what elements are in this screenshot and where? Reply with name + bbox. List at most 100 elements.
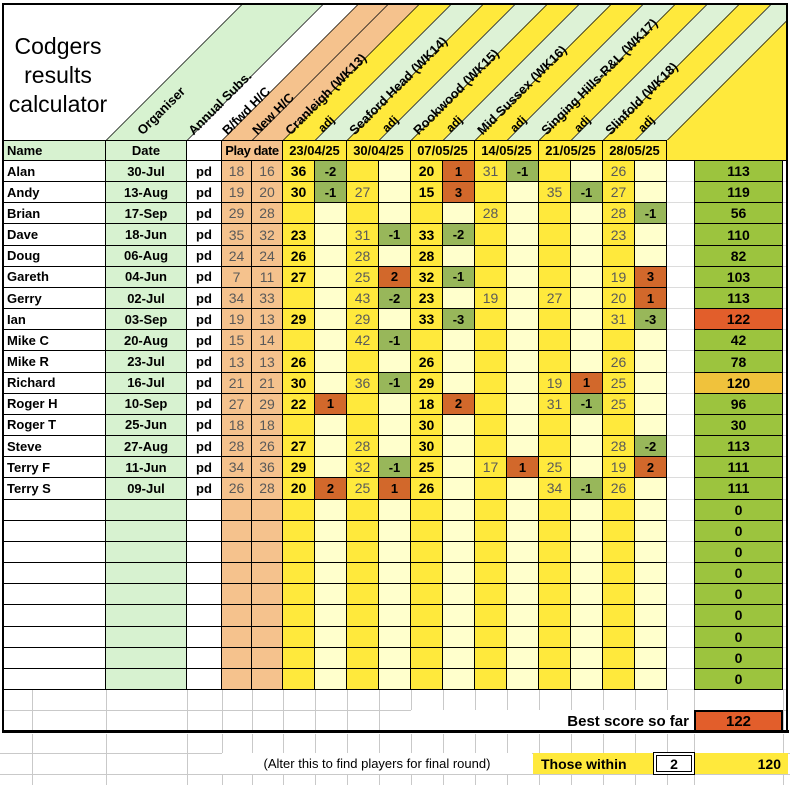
score-cell[interactable]	[347, 605, 379, 627]
bfwd-hc-cell[interactable]	[222, 563, 252, 585]
score-cell[interactable]	[283, 584, 315, 606]
adj-cell[interactable]	[635, 351, 667, 373]
score-cell[interactable]	[475, 478, 507, 500]
total-cell[interactable]: 0	[694, 499, 783, 521]
pd-cell[interactable]: pd	[187, 478, 222, 500]
adj-cell[interactable]	[507, 605, 539, 627]
score-cell[interactable]: 17	[475, 457, 507, 479]
score-cell[interactable]: 23	[283, 224, 315, 246]
score-cell[interactable]: 26	[283, 351, 315, 373]
total-cell[interactable]: 113	[694, 436, 783, 458]
gap-cell[interactable]	[667, 287, 694, 310]
score-cell[interactable]: 33	[411, 309, 443, 331]
adj-cell[interactable]	[507, 287, 539, 310]
score-cell[interactable]	[411, 520, 443, 542]
adj-cell[interactable]	[571, 414, 603, 437]
date-cell[interactable]: 16-Jul	[106, 372, 187, 394]
bfwd-hc-cell[interactable]: 26	[222, 478, 252, 500]
score-cell[interactable]: 29	[283, 309, 315, 331]
score-cell[interactable]: 28	[603, 436, 635, 458]
gap-cell[interactable]	[667, 457, 694, 479]
adj-cell[interactable]	[443, 372, 475, 394]
adj-cell[interactable]	[379, 584, 411, 606]
score-cell[interactable]: 25	[347, 478, 379, 500]
score-cell[interactable]	[411, 330, 443, 352]
adj-cell[interactable]	[315, 563, 347, 585]
score-cell[interactable]	[347, 393, 379, 415]
player-name-cell[interactable]: Steve	[2, 436, 106, 458]
date-cell[interactable]	[106, 647, 187, 669]
adj-cell[interactable]: 1	[507, 457, 539, 479]
gap-cell[interactable]	[667, 499, 694, 521]
score-cell[interactable]	[603, 563, 635, 585]
adj-cell[interactable]	[507, 351, 539, 373]
new-hc-cell[interactable]: 14	[252, 330, 283, 352]
pd-cell[interactable]: pd	[187, 372, 222, 394]
adj-cell[interactable]	[571, 457, 603, 479]
new-hc-cell[interactable]: 18	[252, 414, 283, 437]
total-cell[interactable]: 42	[694, 330, 783, 352]
date-cell[interactable]: 20-Aug	[106, 330, 187, 352]
score-cell[interactable]	[539, 245, 571, 267]
adj-cell[interactable]	[507, 224, 539, 246]
score-cell[interactable]: 19	[475, 287, 507, 310]
adj-cell[interactable]	[443, 287, 475, 310]
adj-cell[interactable]	[443, 668, 475, 690]
player-name-cell[interactable]: Gareth	[2, 266, 106, 288]
gap-cell[interactable]	[667, 647, 694, 669]
bfwd-hc-cell[interactable]	[222, 605, 252, 627]
adj-cell[interactable]	[443, 520, 475, 542]
adj-cell[interactable]	[379, 605, 411, 627]
adj-cell[interactable]	[571, 626, 603, 648]
pd-cell[interactable]: pd	[187, 457, 222, 479]
adj-cell[interactable]: 1	[379, 478, 411, 500]
score-cell[interactable]: 25	[347, 266, 379, 288]
player-name-cell[interactable]: Mike C	[2, 330, 106, 352]
score-cell[interactable]: 22	[283, 393, 315, 415]
adj-cell[interactable]	[507, 541, 539, 564]
date-cell[interactable]	[106, 541, 187, 564]
adj-cell[interactable]: -2	[379, 287, 411, 310]
score-cell[interactable]	[411, 203, 443, 225]
score-cell[interactable]	[603, 414, 635, 437]
player-name-cell[interactable]	[2, 541, 106, 564]
gap-cell[interactable]	[667, 351, 694, 373]
total-cell[interactable]: 78	[694, 351, 783, 373]
score-cell[interactable]	[603, 605, 635, 627]
score-cell[interactable]	[411, 605, 443, 627]
adj-cell[interactable]	[443, 605, 475, 627]
total-cell[interactable]: 110	[694, 224, 783, 246]
adj-cell[interactable]: 2	[379, 266, 411, 288]
date-cell[interactable]	[106, 563, 187, 585]
player-name-cell[interactable]: Dave	[2, 224, 106, 246]
player-name-cell[interactable]: Terry S	[2, 478, 106, 500]
date-cell[interactable]: 13-Aug	[106, 182, 187, 204]
date-cell[interactable]	[106, 668, 187, 690]
adj-cell[interactable]	[571, 309, 603, 331]
total-cell[interactable]: 96	[694, 393, 783, 415]
adj-cell[interactable]	[379, 393, 411, 415]
bfwd-hc-cell[interactable]	[222, 647, 252, 669]
pd-cell[interactable]	[187, 626, 222, 648]
score-cell[interactable]	[475, 626, 507, 648]
score-cell[interactable]	[539, 605, 571, 627]
score-cell[interactable]: 23	[603, 224, 635, 246]
gap-cell[interactable]	[667, 372, 694, 394]
player-name-cell[interactable]: Mike R	[2, 351, 106, 373]
adj-cell[interactable]	[443, 647, 475, 669]
adj-cell[interactable]	[443, 584, 475, 606]
pd-cell[interactable]	[187, 647, 222, 669]
adj-cell[interactable]	[443, 414, 475, 437]
new-hc-cell[interactable]: 33	[252, 287, 283, 310]
score-cell[interactable]	[539, 541, 571, 564]
score-cell[interactable]: 43	[347, 287, 379, 310]
score-cell[interactable]	[603, 330, 635, 352]
adj-cell[interactable]	[507, 499, 539, 521]
score-cell[interactable]	[475, 266, 507, 288]
date-cell[interactable]	[106, 520, 187, 542]
score-cell[interactable]	[347, 520, 379, 542]
score-cell[interactable]	[603, 541, 635, 564]
score-cell[interactable]	[283, 287, 315, 310]
score-cell[interactable]	[283, 647, 315, 669]
score-cell[interactable]	[475, 520, 507, 542]
